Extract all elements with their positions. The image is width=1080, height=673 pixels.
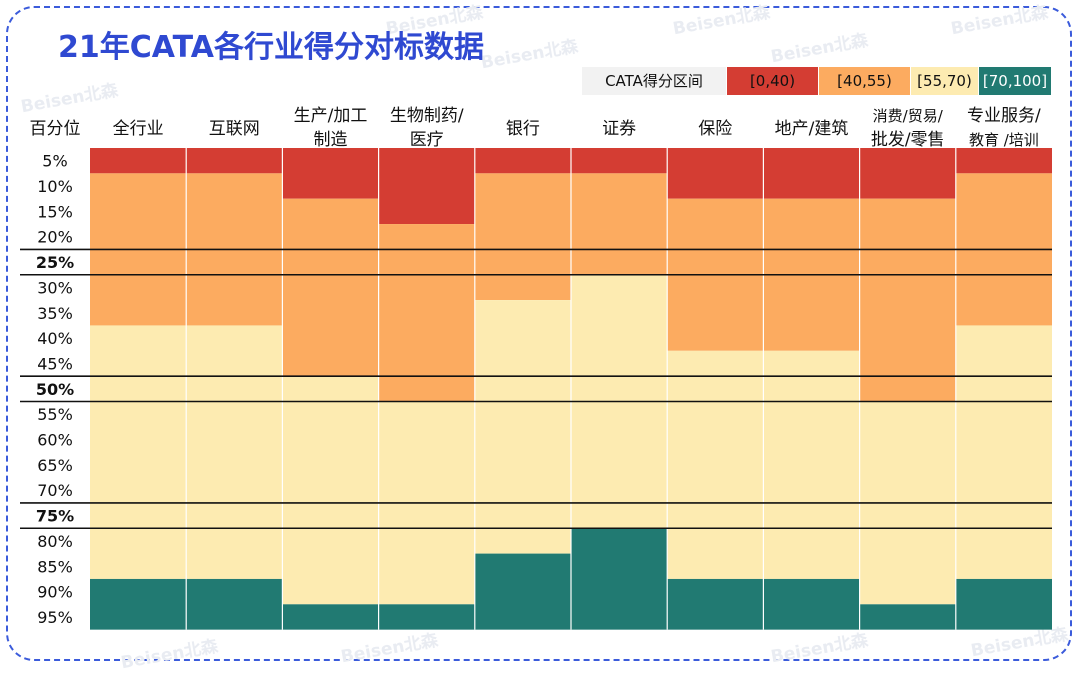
percentile-label: 90% [37, 583, 73, 602]
legend-item-band-1: [40,55) [819, 67, 910, 95]
heatmap-cell [186, 578, 283, 630]
percentile-label: 70% [37, 481, 73, 500]
category-label: 教育 /培训 [969, 131, 1039, 149]
heatmap-cell [474, 300, 571, 554]
category-label: 批发/零售 [871, 130, 945, 150]
heatmap-cell [859, 198, 956, 402]
legend-item-band-2: [55,70) [911, 67, 978, 95]
percentile-label: 25% [36, 253, 74, 272]
heatmap-cell [186, 325, 283, 579]
percentile-label: 65% [37, 456, 73, 475]
heatmap-cell [859, 604, 956, 630]
heatmap-cell [282, 376, 379, 605]
percentile-label: 80% [37, 532, 73, 551]
heatmap-cell [474, 553, 571, 630]
category-label: 医疗 [410, 130, 444, 150]
heatmap-cell [955, 578, 1052, 630]
category-label: 互联网 [209, 119, 260, 139]
heatmap-cell [282, 604, 379, 630]
heatmap-cell [282, 198, 379, 377]
heatmap-cell [763, 148, 860, 199]
heatmap-cell [378, 604, 475, 630]
percentile-label: 5% [42, 152, 67, 171]
legend-item-band-3: [70,100] [979, 67, 1051, 95]
heatmap-cell [763, 578, 860, 630]
category-label: 生产/加工 [294, 106, 368, 126]
category-label: 证券 [602, 119, 636, 139]
percentile-label: 95% [37, 608, 73, 627]
category-label: 制造 [314, 130, 348, 150]
heatmap-cell [378, 224, 475, 402]
heatmap-cell [186, 148, 283, 174]
category-label: 保险 [698, 119, 732, 139]
heatmap-cell [667, 350, 764, 579]
heatmap-cell [571, 173, 668, 275]
category-label: 地产/建筑 [775, 119, 849, 139]
heatmap-cell [571, 148, 668, 174]
heatmap-cell [282, 148, 379, 199]
percentile-label: 45% [37, 354, 73, 373]
heatmap-cell [90, 578, 187, 630]
percentile-label: 10% [37, 177, 73, 196]
heatmap-cell [378, 148, 475, 225]
category-label: 银行 [506, 119, 540, 139]
percentile-label: 85% [37, 557, 73, 576]
row-header-label: 百分位 [30, 119, 81, 139]
percentile-label: 60% [37, 431, 73, 450]
legend-title: CATA得分区间 [582, 67, 726, 95]
category-label: 消费/贸易/ [873, 107, 944, 125]
heatmap-cell [955, 148, 1052, 174]
heatmap-cell [859, 148, 956, 199]
category-label: 专业服务/ [967, 106, 1041, 126]
percentile-label: 40% [37, 329, 73, 348]
heatmap-cell [90, 148, 187, 174]
percentile-label: 55% [37, 405, 73, 424]
legend-item-band-0: [0,40) [727, 67, 818, 95]
heatmap-cell [667, 148, 764, 199]
heatmap-cell [90, 325, 187, 579]
percentile-label: 35% [37, 304, 73, 323]
percentile-label: 50% [36, 380, 74, 399]
heatmap-cell [474, 148, 571, 174]
category-label: 全行业 [113, 119, 164, 139]
percentile-label: 20% [37, 228, 73, 247]
chart-title: 21年CATA各行业得分对标数据 [58, 30, 485, 65]
percentile-label: 15% [37, 202, 73, 221]
percentile-label: 75% [36, 507, 74, 526]
heatmap-cell [763, 350, 860, 579]
heatmap-cell [474, 173, 571, 301]
heatmap-cell [667, 578, 764, 630]
category-label: 生物制药/ [390, 106, 464, 126]
heatmap-cell [955, 325, 1052, 579]
percentile-label: 30% [37, 278, 73, 297]
heatmap-cell [571, 528, 668, 630]
